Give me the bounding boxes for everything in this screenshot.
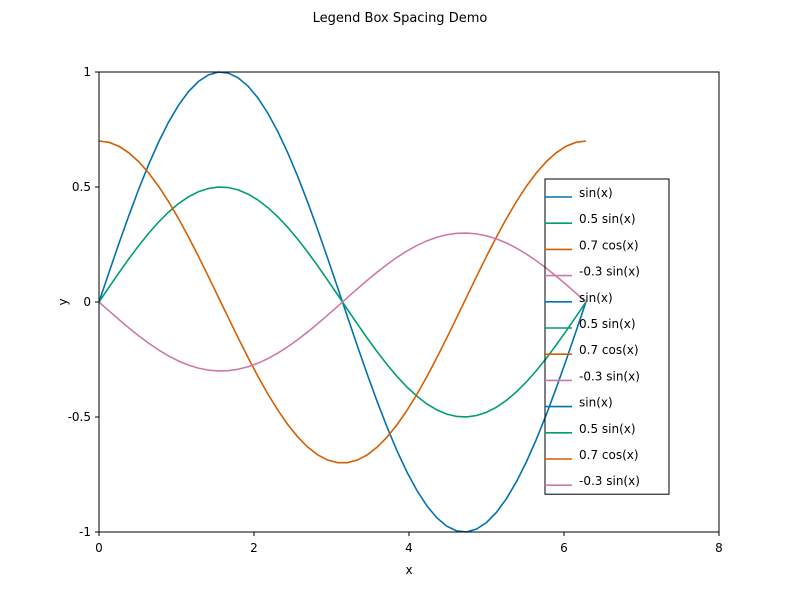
series-line-3 (98, 140, 587, 464)
y-tick-label: -0.5 (68, 410, 91, 424)
legend-frame (544, 178, 670, 495)
x-tick-label: 8 (715, 541, 723, 555)
legend-label: sin(x) (579, 186, 613, 200)
x-tick-label: 6 (560, 541, 568, 555)
legend-label: 0.7 cos(x) (579, 238, 639, 252)
y-tick-label: 0 (83, 295, 91, 309)
chart-title: Legend Box Spacing Demo (312, 11, 488, 26)
ticks-layer: 0 2 4 6 8 -1 -0.5 0 0.5 1 (68, 65, 723, 555)
x-tick-label: 0 (95, 541, 103, 555)
y-tick-label: 1 (83, 65, 91, 79)
x-axis-title: x (405, 563, 412, 577)
legend-label: -0.3 sin(x) (579, 474, 640, 488)
y-tick-label: -1 (79, 525, 91, 539)
y-axis-title: y (56, 298, 70, 305)
legend-label: sin(x) (579, 291, 613, 305)
series-layer (98, 71, 587, 533)
legend-label: 0.5 sin(x) (579, 422, 636, 436)
legend-label: 0.5 sin(x) (579, 317, 636, 331)
plot-frame (98, 71, 720, 533)
legend-label: 0.7 cos(x) (579, 343, 639, 357)
x-tick-label: 2 (250, 541, 258, 555)
y-tick-label: 0.5 (72, 180, 91, 194)
legend-label: sin(x) (579, 396, 613, 410)
x-tick-label: 4 (405, 541, 413, 555)
legend-label: 0.5 sin(x) (579, 212, 636, 226)
legend-label: -0.3 sin(x) (579, 369, 640, 383)
legend: sin(x) 0.5 sin(x) 0.7 cos(x) -0.3 sin(x) sin… (544, 178, 670, 495)
legend-label: -0.3 sin(x) (579, 265, 640, 279)
legend-label: 0.7 cos(x) (579, 448, 639, 462)
series-line-4 (98, 232, 587, 372)
